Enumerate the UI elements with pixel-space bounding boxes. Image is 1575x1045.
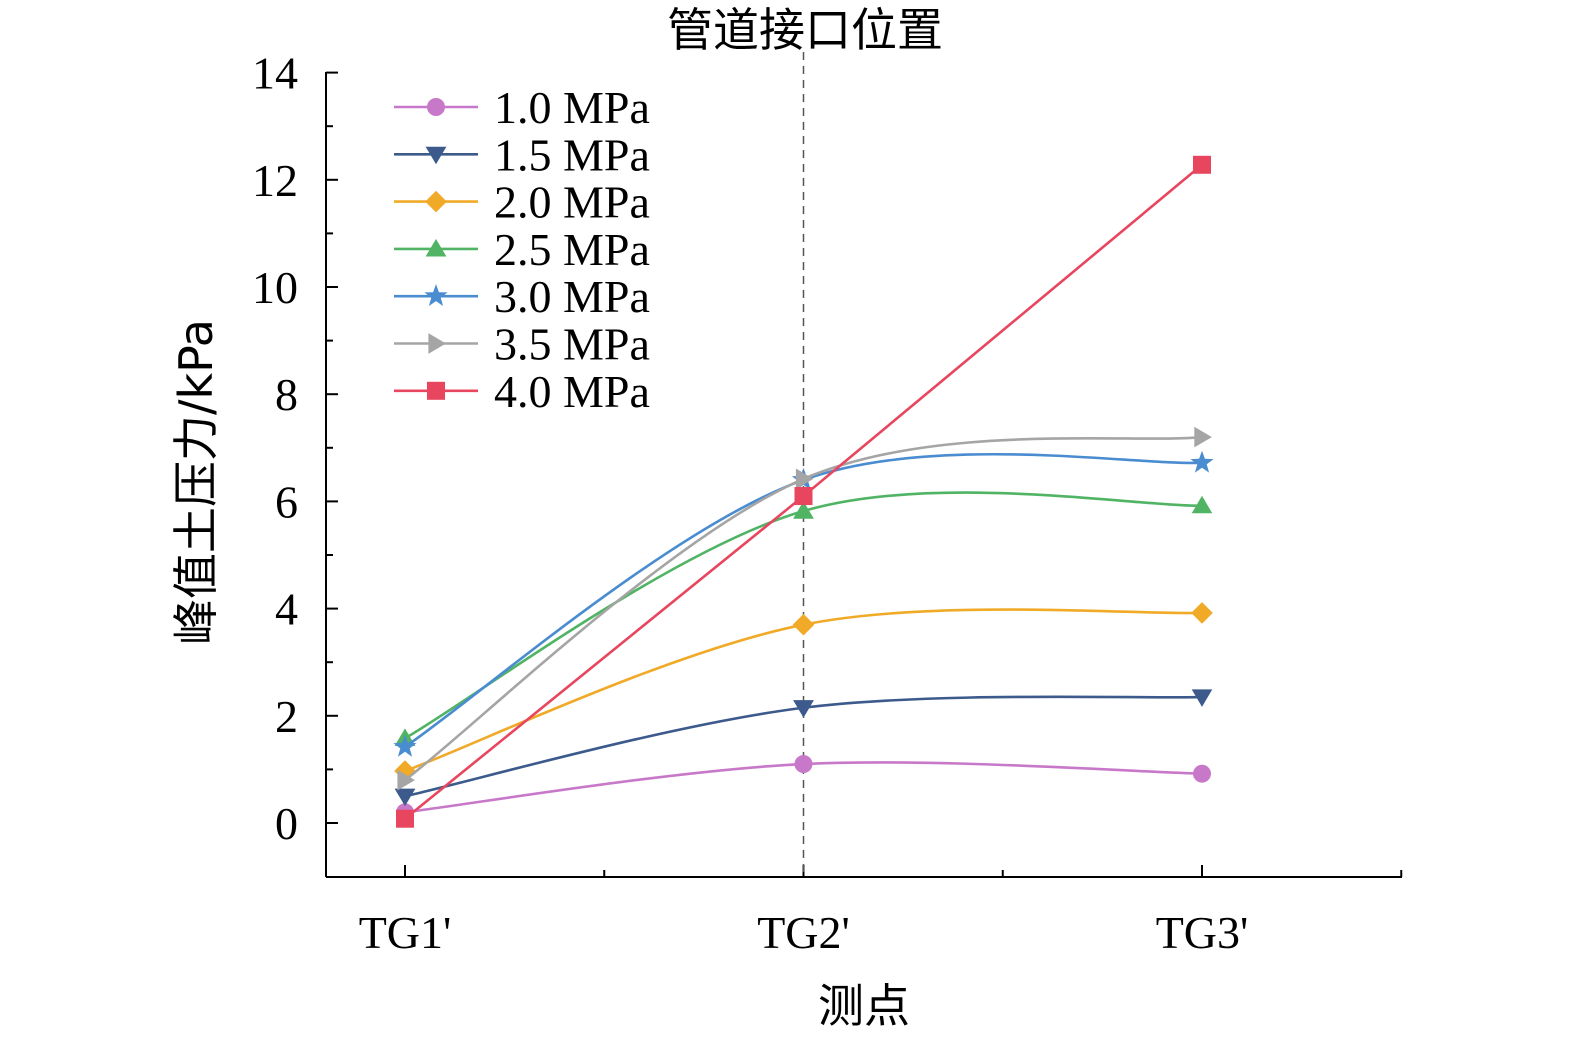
y-axis-title: 峰值土压力/kPa: [169, 319, 223, 645]
data-point: [397, 769, 415, 791]
legend-marker: [427, 98, 445, 116]
x-tick-label: TG3': [1156, 907, 1249, 958]
data-point: [396, 809, 414, 828]
legend-marker: [424, 284, 448, 306]
y-tick-label: 14: [252, 48, 298, 99]
data-point: [1191, 602, 1213, 624]
series-3-5-MPa: [397, 426, 1212, 791]
legend-label: 3.0 MPa: [494, 271, 650, 322]
x-tick-label: TG1': [359, 907, 452, 958]
x-tick-label: TG2': [757, 907, 850, 958]
data-point: [1191, 495, 1213, 514]
legend-item: 1.5 MPa: [394, 129, 650, 180]
series-2-0-MPa: [394, 602, 1213, 782]
data-point: [792, 613, 815, 636]
data-point: [394, 760, 416, 782]
legend-label: 1.5 MPa: [494, 129, 650, 180]
data-point: [393, 734, 417, 757]
legend-marker: [425, 146, 447, 165]
data-point: [1191, 689, 1213, 707]
data-point: [794, 755, 813, 774]
legend-label: 1.0 MPa: [494, 82, 650, 133]
y-tick-label: 8: [275, 369, 298, 420]
legend-item: 4.0 MPa: [394, 366, 650, 417]
data-point: [1193, 155, 1211, 174]
legend-item: 1.0 MPa: [394, 82, 650, 133]
data-point: [394, 788, 416, 807]
data-point: [795, 468, 814, 490]
y-tick-label: 6: [275, 476, 298, 527]
series-4-0-MPa: [396, 155, 1211, 828]
legend-item: 2.0 MPa: [394, 177, 650, 228]
data-point: [1190, 450, 1214, 473]
data-point: [794, 487, 813, 506]
legend-item: 2.5 MPa: [394, 224, 650, 275]
series-layer: [393, 155, 1214, 828]
y-tick-label: 10: [252, 262, 298, 313]
legend-item: 3.5 MPa: [394, 319, 650, 370]
legend-label: 3.5 MPa: [494, 319, 650, 370]
x-axis-title: 测点: [818, 979, 910, 1033]
data-point: [1194, 426, 1212, 448]
legend-item: 3.0 MPa: [394, 271, 650, 322]
legend-label: 2.0 MPa: [494, 177, 650, 228]
axes: 0 2 4 6 8 10 12 14 TG1' TG2' TG3': [252, 48, 1403, 958]
series-1-5-MPa: [394, 689, 1213, 807]
y-tick-label: 12: [252, 155, 298, 206]
data-point: [793, 501, 814, 519]
legend-label: 2.5 MPa: [494, 224, 650, 275]
legend-label: 4.0 MPa: [494, 366, 650, 417]
y-tick-label: 0: [275, 798, 298, 849]
legend-marker: [425, 239, 447, 257]
annotation-label: 管道接口位置: [667, 3, 943, 57]
data-point: [793, 700, 814, 718]
legend-marker: [427, 381, 445, 400]
legend-marker: [428, 333, 446, 354]
y-tick-label: 2: [275, 691, 298, 742]
legend-marker: [425, 190, 447, 213]
y-tick-label: 4: [275, 584, 298, 635]
data-point: [1193, 764, 1211, 783]
